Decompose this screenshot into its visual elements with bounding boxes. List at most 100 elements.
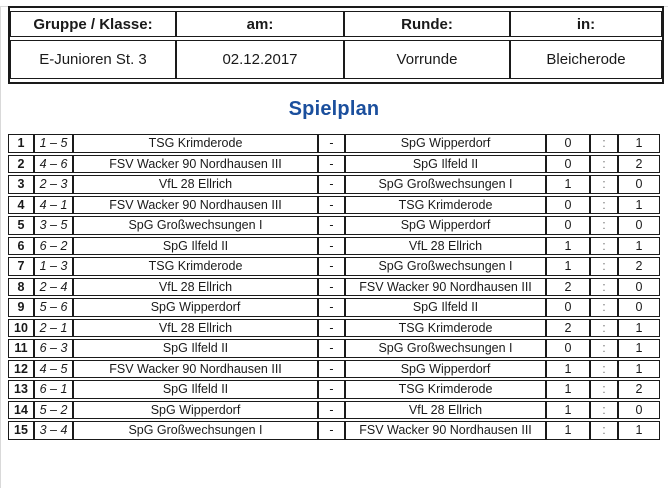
match-pairing: 1 – 5 <box>34 134 73 153</box>
home-team: TSG Krimderode <box>73 134 318 153</box>
away-team: SpG Wipperdorf <box>345 134 546 153</box>
away-team: VfL 28 Ellrich <box>345 400 546 419</box>
away-team: VfL 28 Ellrich <box>345 236 546 255</box>
match-pairing: 2 – 3 <box>34 175 73 194</box>
team-separator-dash: - <box>318 236 345 255</box>
team-separator-dash: - <box>318 339 345 358</box>
away-score: 1 <box>618 421 660 440</box>
away-score: 1 <box>618 359 660 378</box>
match-row: 9 5 – 6 SpG Wipperdorf - SpG Ilfeld II 0… <box>8 298 660 317</box>
home-team: SpG Ilfeld II <box>73 380 318 399</box>
info-value-runde: Vorrunde <box>344 40 510 79</box>
match-number: 3 <box>8 175 34 194</box>
away-team: TSG Krimderode <box>345 380 546 399</box>
home-score: 0 <box>546 216 590 235</box>
match-number: 9 <box>8 298 34 317</box>
away-team: TSG Krimderode <box>345 318 546 337</box>
team-separator-dash: - <box>318 154 345 173</box>
away-score: 1 <box>618 339 660 358</box>
match-table: 1 1 – 5 TSG Krimderode - SpG Wipperdorf … <box>8 132 660 442</box>
match-number: 15 <box>8 421 34 440</box>
score-colon: : <box>590 359 618 378</box>
info-header-gruppe-klasse: Gruppe / Klasse: <box>10 11 176 37</box>
home-team: SpG Ilfeld II <box>73 236 318 255</box>
team-separator-dash: - <box>318 380 345 399</box>
match-row: 6 6 – 2 SpG Ilfeld II - VfL 28 Ellrich 1… <box>8 236 660 255</box>
score-colon: : <box>590 318 618 337</box>
match-number: 4 <box>8 195 34 214</box>
home-team: VfL 28 Ellrich <box>73 277 318 296</box>
home-score: 2 <box>546 318 590 337</box>
away-team: SpG Ilfeld II <box>345 154 546 173</box>
match-pairing: 4 – 1 <box>34 195 73 214</box>
away-score: 0 <box>618 298 660 317</box>
document-page: { "page": { "title": "Spielplan", "title… <box>0 6 668 488</box>
home-team: SpG Großwechsungen I <box>73 216 318 235</box>
home-score: 1 <box>546 359 590 378</box>
score-colon: : <box>590 277 618 296</box>
away-score: 0 <box>618 175 660 194</box>
home-score: 0 <box>546 195 590 214</box>
match-number: 6 <box>8 236 34 255</box>
score-colon: : <box>590 298 618 317</box>
match-number: 8 <box>8 277 34 296</box>
home-team: SpG Großwechsungen I <box>73 421 318 440</box>
info-header-runde: Runde: <box>344 11 510 37</box>
info-value-row: E-Junioren St. 3 02.12.2017 Vorrunde Ble… <box>10 40 662 79</box>
match-number: 11 <box>8 339 34 358</box>
away-team: TSG Krimderode <box>345 195 546 214</box>
match-row: 2 4 – 6 FSV Wacker 90 Nordhausen III - S… <box>8 154 660 173</box>
away-team: FSV Wacker 90 Nordhausen III <box>345 421 546 440</box>
match-pairing: 1 – 3 <box>34 257 73 276</box>
score-colon: : <box>590 216 618 235</box>
home-team: TSG Krimderode <box>73 257 318 276</box>
match-number: 12 <box>8 359 34 378</box>
away-team: FSV Wacker 90 Nordhausen III <box>345 277 546 296</box>
match-number: 10 <box>8 318 34 337</box>
match-pairing: 3 – 4 <box>34 421 73 440</box>
info-header-am: am: <box>176 11 344 37</box>
score-colon: : <box>590 236 618 255</box>
team-separator-dash: - <box>318 257 345 276</box>
away-score: 1 <box>618 195 660 214</box>
score-colon: : <box>590 339 618 358</box>
home-score: 1 <box>546 380 590 399</box>
team-separator-dash: - <box>318 318 345 337</box>
match-row: 10 2 – 1 VfL 28 Ellrich - TSG Krimderode… <box>8 318 660 337</box>
match-number: 5 <box>8 216 34 235</box>
match-pairing: 4 – 6 <box>34 154 73 173</box>
score-colon: : <box>590 257 618 276</box>
info-value-in: Bleicherode <box>510 40 662 79</box>
match-number: 13 <box>8 380 34 399</box>
match-row: 11 6 – 3 SpG Ilfeld II - SpG Großwechsun… <box>8 339 660 358</box>
team-separator-dash: - <box>318 400 345 419</box>
home-score: 0 <box>546 298 590 317</box>
match-row: 1 1 – 5 TSG Krimderode - SpG Wipperdorf … <box>8 134 660 153</box>
home-team: SpG Ilfeld II <box>73 339 318 358</box>
away-score: 1 <box>618 236 660 255</box>
team-separator-dash: - <box>318 277 345 296</box>
away-team: SpG Ilfeld II <box>345 298 546 317</box>
away-score: 2 <box>618 257 660 276</box>
home-score: 1 <box>546 257 590 276</box>
info-value-am: 02.12.2017 <box>176 40 344 79</box>
home-team: SpG Wipperdorf <box>73 400 318 419</box>
home-score: 1 <box>546 421 590 440</box>
info-header-row: Gruppe / Klasse: am: Runde: in: <box>10 11 662 37</box>
team-separator-dash: - <box>318 421 345 440</box>
home-score: 1 <box>546 400 590 419</box>
home-team: FSV Wacker 90 Nordhausen III <box>73 154 318 173</box>
away-score: 0 <box>618 277 660 296</box>
match-number: 2 <box>8 154 34 173</box>
match-number: 7 <box>8 257 34 276</box>
away-score: 2 <box>618 380 660 399</box>
home-score: 0 <box>546 339 590 358</box>
home-team: SpG Wipperdorf <box>73 298 318 317</box>
home-team: VfL 28 Ellrich <box>73 175 318 194</box>
match-number: 1 <box>8 134 34 153</box>
away-score: 1 <box>618 134 660 153</box>
match-pairing: 6 – 2 <box>34 236 73 255</box>
team-separator-dash: - <box>318 134 345 153</box>
match-row: 14 5 – 2 SpG Wipperdorf - VfL 28 Ellrich… <box>8 400 660 419</box>
score-colon: : <box>590 195 618 214</box>
